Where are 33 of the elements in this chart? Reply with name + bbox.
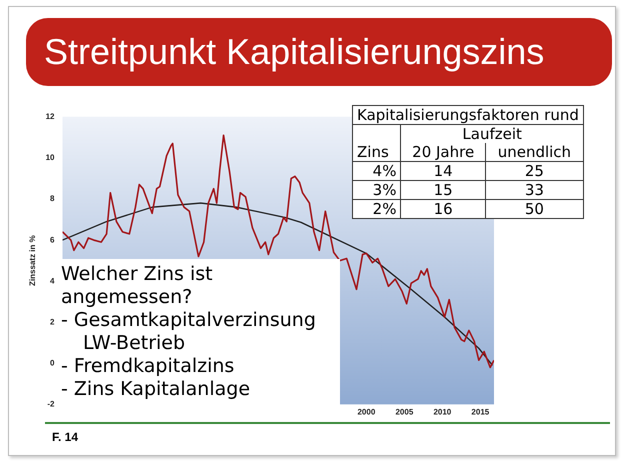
annotation: - Zins Kapitalanlage <box>61 378 252 401</box>
annotation: Welcher Zins ist angemessen? <box>61 263 214 309</box>
chart-title: Streitpunkt Kapitalisierungszins <box>26 18 612 86</box>
y-tick-label: 2 <box>50 317 56 326</box>
annotation: 16 <box>400 200 486 218</box>
annotation: - Gesamtkapitalverzinsung LW-Betrieb <box>61 309 317 355</box>
text: 33 <box>485 180 584 200</box>
x-tick-label: 2010 <box>433 407 452 416</box>
text: 50 <box>485 200 584 218</box>
annotation: - Fremdkapitalzins <box>61 355 236 378</box>
y-axis-title: Zinssatz in % <box>28 235 38 286</box>
annotation: 14 <box>400 162 486 180</box>
y-tick-label: 8 <box>50 194 56 204</box>
y-tick-label: 12 <box>46 112 56 122</box>
text: unendlich <box>485 143 584 162</box>
x-tick-label: 2015 <box>471 407 490 416</box>
annotation: Laufzeit <box>400 124 584 143</box>
annotation: 2% <box>352 200 401 218</box>
y-tick-label: 10 <box>46 153 56 162</box>
y-tick-label: 4 <box>50 276 56 286</box>
annotation: 15 <box>400 180 486 200</box>
annotation: 20 Jahre <box>400 143 486 162</box>
annotation: Kapitalisierungsfaktoren rund <box>352 106 584 124</box>
x-tick-label: 2000 <box>357 407 376 416</box>
y-tick-label: 0 <box>50 358 56 368</box>
text: F. 14 <box>52 430 78 444</box>
x-tick-label: 2005 <box>395 407 414 416</box>
y-tick-label: 6 <box>50 235 56 244</box>
y-tick-label: -2 <box>47 400 56 409</box>
text: 25 <box>485 162 584 180</box>
annotation: 4% <box>352 162 401 180</box>
annotation: Zins <box>352 143 401 162</box>
annotation: 3% <box>352 180 401 200</box>
